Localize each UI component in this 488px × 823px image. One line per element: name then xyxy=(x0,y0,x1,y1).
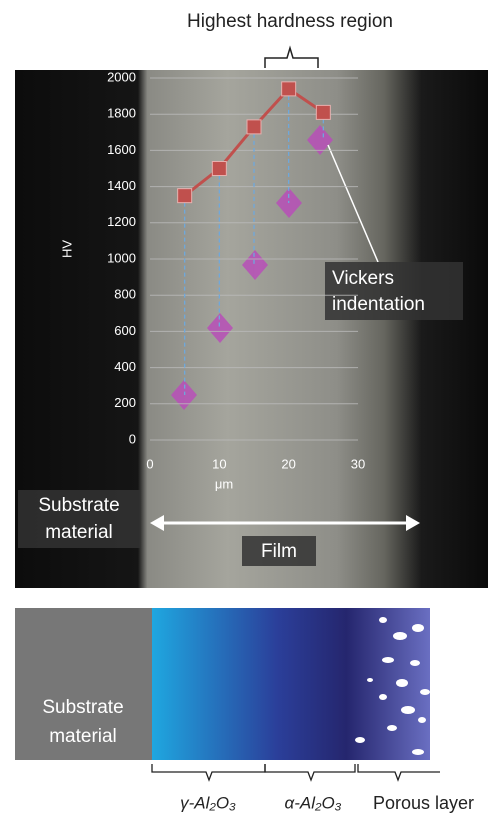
x-tick-label: 20 xyxy=(281,456,295,471)
x-tick-label: 30 xyxy=(351,456,365,471)
y-tick-label: 0 xyxy=(129,431,136,446)
film-label: Film xyxy=(261,541,297,562)
point xyxy=(316,105,330,119)
substrate-label: Substrate xyxy=(38,495,119,516)
x-tick-label: 0 xyxy=(146,456,153,471)
vickers-label: indentation xyxy=(332,294,425,315)
gamma-label: γ-Al₂O₃ xyxy=(180,793,236,812)
figure: Highest hardness region Vickers indentat… xyxy=(0,0,488,818)
x-axis-label: μm xyxy=(215,476,233,491)
alpha-label: α-Al₂O₃ xyxy=(285,793,342,812)
page: Highest hardness region Vickers indentat… xyxy=(0,0,488,818)
substrate-layer-label: Substrate xyxy=(42,697,123,718)
substrate-label: material xyxy=(45,522,113,543)
y-tick-label: 800 xyxy=(114,287,136,302)
point xyxy=(178,189,192,203)
porous-label: Porous layer xyxy=(373,793,474,813)
y-tick-label: 200 xyxy=(114,395,136,410)
y-tick-label: 2000 xyxy=(107,69,136,84)
y-tick-label: 1600 xyxy=(107,142,136,157)
region-title: Highest hardness region xyxy=(187,11,393,32)
y-tick-label: 1200 xyxy=(107,214,136,229)
layer-braces xyxy=(152,764,440,780)
film-layer xyxy=(152,608,430,760)
point xyxy=(247,120,261,134)
substrate-layer-label: material xyxy=(49,726,117,747)
point xyxy=(282,82,296,96)
y-axis-label: HV xyxy=(59,240,74,258)
y-tick-label: 1400 xyxy=(107,178,136,193)
point xyxy=(212,162,226,176)
vickers-label: Vickers xyxy=(332,268,394,289)
y-tick-label: 600 xyxy=(114,323,136,338)
y-tick-label: 1000 xyxy=(107,250,136,265)
y-tick-label: 1800 xyxy=(107,106,136,121)
x-tick-label: 10 xyxy=(212,456,226,471)
y-tick-label: 400 xyxy=(114,359,136,374)
brace xyxy=(265,48,318,68)
